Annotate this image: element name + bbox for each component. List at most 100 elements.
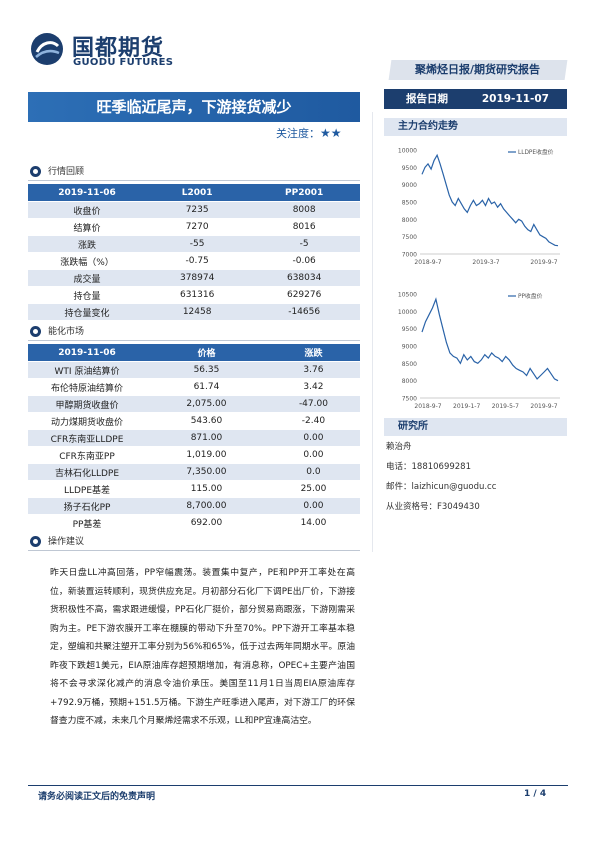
row-label: 持仓量变化 [28,303,146,321]
table-row: CFR东南亚LLDPE 871.00 0.00 [28,429,360,447]
table-row: LLDPE基差 115.00 25.00 [28,480,360,498]
table-row: 涨跌 -55 -5 [28,235,360,253]
table-cell: 14.00 [266,514,360,532]
legend-label: LLDPE收盘价 [518,148,554,156]
trend-header: 主力合约走势 [384,118,567,136]
page-number: 1 / 4 [524,789,547,799]
table-row: 动力煤期货收盘价 543.60 -2.40 [28,412,360,430]
report-date-bar: 报告日期 2019-11-07 [384,89,567,109]
table-cell: 61.74 [146,378,267,396]
footer-divider [28,785,568,786]
table-cell: 8016 [248,218,360,236]
table-cell: -0.75 [146,252,249,270]
table-header-cell: L2001 [146,184,249,202]
table-cell: 543.60 [146,412,267,430]
market-review-table: 2019-11-06 L2001 PP2001 收盘价 7235 8008 结算价 72… [28,184,360,321]
table-row: PP基差 692.00 14.00 [28,514,360,532]
table-row: 布伦特原油结算价 61.74 3.42 [28,378,360,396]
table-row: 成交量 378974 638034 [28,269,360,287]
y-tick-label: 10500 [398,292,417,299]
section-divider [28,180,360,181]
legend-label: PP收盘价 [518,292,543,300]
row-label: 甲醇期货收盘价 [28,395,146,413]
table-row: 扬子石化PP 8,700.00 0.00 [28,497,360,515]
section-energy-chem: 能化市场 [30,324,84,337]
column-divider [372,112,373,552]
table-header-cell: 涨跌 [266,344,360,362]
row-label: 布伦特原油结算价 [28,378,146,396]
table-cell: 0.00 [266,429,360,447]
table-row: 持仓量 631316 629276 [28,286,360,304]
table-cell: 25.00 [266,480,360,498]
y-tick-label: 9500 [402,326,417,333]
row-label: CFR东南亚PP [28,446,146,464]
table-cell: 692.00 [146,514,267,532]
y-tick-label: 10000 [398,309,417,316]
table-row: 持仓量变化 12458 -14656 [28,303,360,321]
table-cell: 8008 [248,201,360,219]
y-tick-label: 7500 [402,396,417,403]
row-label: 持仓量 [28,286,146,304]
guodu-logo-icon [31,33,63,65]
energy-chem-table: 2019-11-06 价格 涨跌 WTI 原油结算价 56.35 3.76 布伦特原油… [28,344,360,532]
table-cell: 2,075.00 [146,395,267,413]
table-cell: -55 [146,235,249,253]
table-cell: 871.00 [146,429,267,447]
table-header-cell: 2019-11-06 [28,344,146,362]
table-cell: 0.00 [266,497,360,515]
row-label: 结算价 [28,218,146,236]
report-type-label: 聚烯烃日报/期货研究报告 [415,63,541,76]
y-tick-label: 9500 [402,165,417,172]
x-tick-label: 2018-9-7 [414,403,441,410]
table-cell: 0.00 [266,446,360,464]
y-tick-label: 9000 [402,182,417,189]
table-cell: 629276 [248,286,360,304]
report-type-banner: 聚烯烃日报/期货研究报告 [388,60,568,80]
x-tick-label: 2019-5-7 [492,403,519,410]
table-row: 涨跌幅（%） -0.75 -0.06 [28,252,360,270]
table-cell: -5 [248,235,360,253]
table-header-cell: PP2001 [248,184,360,202]
row-label: PP基差 [28,514,146,532]
y-tick-label: 8500 [402,361,417,368]
analyst-email[interactable]: 邮件：laizhicun@guodu.cc [386,482,497,492]
x-tick-label: 2019-1-7 [453,403,480,410]
table-cell: 7235 [146,201,249,219]
table-cell: 378974 [146,269,249,287]
disclaimer-link[interactable]: 请务必阅读正文后的免责声明 [38,792,156,802]
section-title: 操作建议 [48,537,85,547]
table-row: 吉林石化LLDPE 7,350.00 0.0 [28,463,360,481]
y-tick-label: 8000 [402,378,417,385]
row-label: CFR东南亚LLDPE [28,429,146,447]
row-label: 扬子石化PP [28,497,146,515]
row-label: 动力煤期货收盘价 [28,412,146,430]
x-tick-label: 2018-9-7 [414,259,441,266]
y-tick-label: 8500 [402,200,417,207]
y-tick-label: 9000 [402,344,417,351]
table-header-cell: 价格 [146,344,267,362]
report-title: 旺季临近尾声，下游接货减少 [28,92,360,122]
table-cell: 115.00 [146,480,267,498]
table-cell: 3.42 [266,378,360,396]
section-divider [28,550,360,551]
x-tick-label: 2019-9-7 [530,259,557,266]
analyst-phone: 电话：18810699281 [386,462,471,472]
y-tick-label: 8000 [402,217,417,224]
section-bullet-icon [30,166,41,177]
row-label: WTI 原油结算价 [28,361,146,379]
table-cell: 12458 [146,303,249,321]
research-header: 研究所 [384,418,567,436]
x-tick-label: 2019-9-7 [530,403,557,410]
attention-rating: 关注度：★★ [276,125,342,141]
report-date-value: 2019-11-07 [481,93,549,105]
company-name-cn: 国都期货 [72,36,165,61]
report-date-label: 报告日期 [406,93,448,105]
row-label: 涨跌 [28,235,146,253]
row-label: 吉林石化LLDPE [28,463,146,481]
series-line [421,297,559,382]
table-cell: 638034 [248,269,360,287]
row-label: 收盘价 [28,201,146,219]
table-cell: 1,019.00 [146,446,267,464]
table-cell: -14656 [248,303,360,321]
